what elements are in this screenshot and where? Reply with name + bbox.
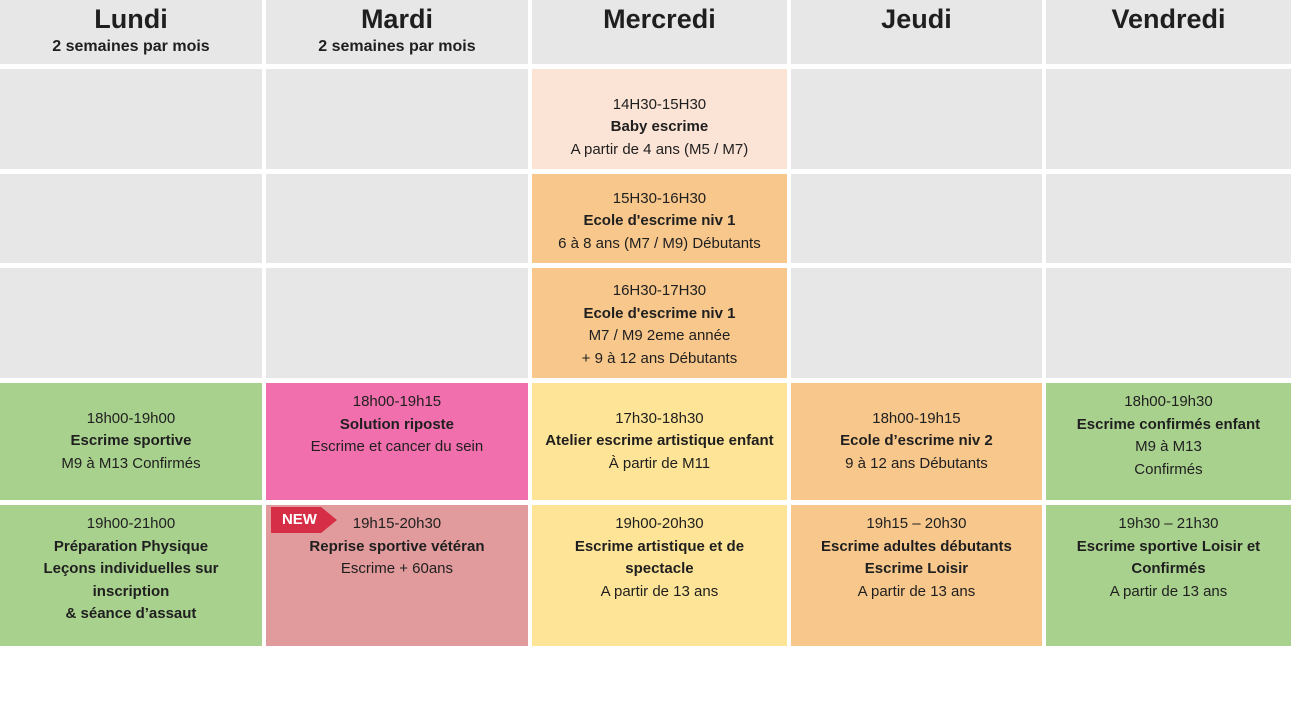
event-text-line: 6 à 8 ans (M7 / M9) Débutants xyxy=(558,234,761,252)
event-text-line: Escrime + 60ans xyxy=(340,560,454,577)
event-text-line: Escrime Loisir xyxy=(864,560,969,577)
event-text-line: Préparation Physique xyxy=(53,537,209,555)
event-ecole-escrime-niv1-2eme-annee: 16H30-17H30 Ecole d'escrime niv 1 M7 / M9 … xyxy=(531,268,787,378)
header-mardi: Mardi 2 semaines par mois xyxy=(265,0,528,64)
event-text-line: Escrime sportive Loisir et Confirmés xyxy=(1076,537,1261,578)
event-text-line: Atelier escrime artistique enfant xyxy=(545,432,774,450)
day-title: Lundi xyxy=(94,4,168,34)
empty-cell xyxy=(1045,268,1291,378)
event-text-line: 14H30-15H30 xyxy=(612,95,707,113)
event-text-line: À partir de M11 xyxy=(608,454,711,472)
event-escrime-adultes-debutants: 19h15 – 20h30 Escrime adultes débutants Es… xyxy=(790,505,1042,646)
event-text-line: A partir de 13 ans xyxy=(600,582,719,600)
day-title: Jeudi xyxy=(881,4,952,34)
event-text-line: Reprise sportive vétéran xyxy=(309,537,485,555)
day-subtitle: 2 semaines par mois xyxy=(52,37,210,55)
event-escrime-artistique-et-de-spectacle: 19h00-20h30 Escrime artistique et de spec… xyxy=(531,505,787,646)
event-text-line: 18h00-19h15 xyxy=(872,409,961,427)
empty-cell xyxy=(790,268,1042,378)
event-text-line: A partir de 13 ans xyxy=(1109,582,1228,600)
weekly-schedule-grid: Lundi 2 semaines par mois Mardi 2 semain… xyxy=(0,0,1291,646)
event-text-line: 16H30-17H30 xyxy=(612,282,707,299)
header-mercredi: Mercredi xyxy=(531,0,787,64)
day-subtitle: 2 semaines par mois xyxy=(318,37,476,55)
event-text-line: 15H30-16H30 xyxy=(612,189,707,207)
day-title: Mardi xyxy=(360,4,433,34)
event-text-line: M9 à M13 Confirmés xyxy=(61,454,201,472)
event-text-line: Escrime adultes débutants xyxy=(820,537,1012,555)
new-badge: NEW xyxy=(270,507,337,533)
empty-cell xyxy=(265,268,528,378)
event-text-line: 19h30 – 21h30 xyxy=(1118,515,1219,532)
event-text-line: & séance d’assaut xyxy=(65,605,197,622)
event-text-line: A partir de 4 ans (M5 / M7) xyxy=(570,140,749,158)
event-text-line: 18h00-19h00 xyxy=(86,409,176,427)
event-reprise-sportive-veteran: NEW 19h15-20h30 Reprise sportive vétéran E… xyxy=(265,505,528,646)
empty-cell xyxy=(0,69,262,169)
event-text-line: 9 à 12 ans Débutants xyxy=(845,454,988,472)
empty-cell xyxy=(0,268,262,378)
event-text-line: 19h15 – 20h30 xyxy=(866,515,967,532)
event-escrime-sportive-loisir-et-confirmes: 19h30 – 21h30 Escrime sportive Loisir et … xyxy=(1045,505,1291,646)
event-text-line: 17h30-18h30 xyxy=(615,409,704,427)
empty-cell xyxy=(790,69,1042,169)
event-text-line: Ecole d'escrime niv 1 xyxy=(583,212,736,229)
event-text-line: 19h15-20h30 xyxy=(352,515,442,532)
event-text-line: Solution riposte xyxy=(339,415,455,433)
event-solution-riposte: 18h00-19h15 Solution riposte Escrime et ca… xyxy=(265,383,528,500)
event-ecole-escrime-niv1-debutants: 15H30-16H30 Ecole d'escrime niv 1 6 à 8 an… xyxy=(531,174,787,263)
event-text-line: 18h00-19h30 xyxy=(1124,393,1213,410)
empty-cell xyxy=(790,174,1042,263)
event-text-line: Escrime et cancer du sein xyxy=(310,438,484,455)
event-text-line: Escrime sportive xyxy=(70,432,192,450)
header-lundi: Lundi 2 semaines par mois xyxy=(0,0,262,64)
event-text-line: A partir de 13 ans xyxy=(857,582,976,600)
empty-cell xyxy=(1045,174,1291,263)
event-text-line: Escrime artistique et de spectacle xyxy=(574,537,745,578)
event-text-line: M7 / M9 2eme année xyxy=(588,327,731,344)
header-jeudi: Jeudi xyxy=(790,0,1042,64)
event-atelier-escrime-artistique-enfant: 17h30-18h30 Atelier escrime artistique en… xyxy=(531,383,787,500)
event-text-line: Leçons individuelles sur inscription xyxy=(43,560,219,600)
event-preparation-physique: 19h00-21h00 Préparation Physique Leçons in… xyxy=(0,505,262,646)
event-escrime-confirmes-enfant: 18h00-19h30 Escrime confirmés enfant M9 à … xyxy=(1045,383,1291,500)
event-text-line: 18h00-19h15 xyxy=(352,393,442,410)
empty-cell xyxy=(265,174,528,263)
event-escrime-sportive: 18h00-19h00 Escrime sportive M9 à M13 Conf… xyxy=(0,383,262,500)
event-text-line: Confirmés xyxy=(1134,460,1203,478)
header-vendredi: Vendredi xyxy=(1045,0,1291,64)
event-text-line: M9 à M13 xyxy=(1135,438,1202,455)
empty-cell xyxy=(0,174,262,263)
empty-cell xyxy=(1045,69,1291,169)
empty-cell xyxy=(265,69,528,169)
event-text-line: Ecole d'escrime niv 1 xyxy=(583,304,736,322)
event-text-line: Baby escrime xyxy=(610,118,709,135)
event-text-line: 19h00-21h00 xyxy=(86,515,176,532)
event-baby-escrime: 14H30-15H30 Baby escrime A partir de 4 ans… xyxy=(531,69,787,169)
event-text-line: 19h00-20h30 xyxy=(615,515,704,532)
day-title: Mercredi xyxy=(603,4,716,34)
event-ecole-escrime-niv2: 18h00-19h15 Ecole d’escrime niv 2 9 à 12 a… xyxy=(790,383,1042,500)
day-title: Vendredi xyxy=(1111,4,1226,34)
event-text-line: Ecole d’escrime niv 2 xyxy=(840,432,993,450)
event-text-line: Escrime confirmés enfant xyxy=(1076,415,1261,433)
event-text-line: + 9 à 12 ans Débutants xyxy=(581,349,738,367)
